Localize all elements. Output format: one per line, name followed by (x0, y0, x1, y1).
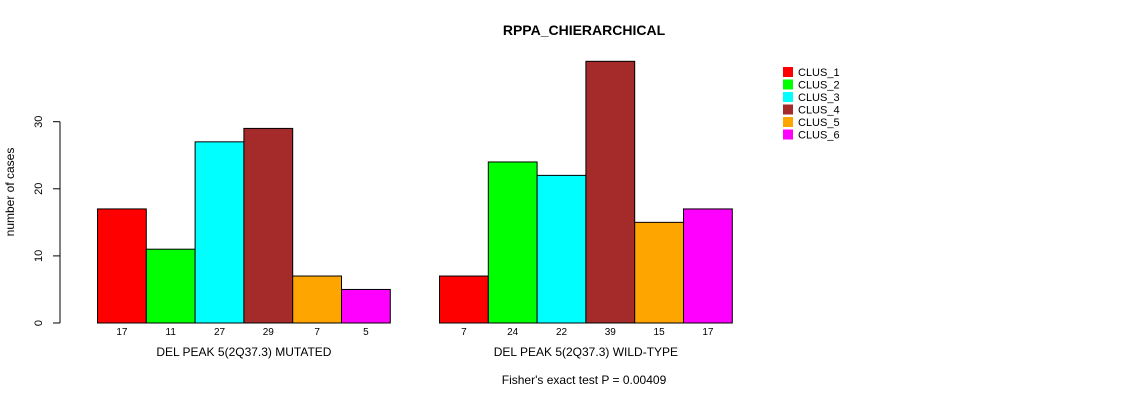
bar-clus-3 (194, 141, 245, 324)
bar-count-label: 17 (116, 327, 128, 338)
group-label: DEL PEAK 5(2Q37.3) MUTATED (156, 345, 331, 359)
bar-clus-1 (439, 275, 489, 324)
bar-clus-2 (145, 248, 196, 324)
bar-count-label: 22 (556, 327, 568, 338)
bar-count-label: 15 (654, 327, 666, 338)
y-tick-label: 30 (33, 116, 45, 128)
bar-count-label: 17 (702, 327, 714, 338)
fisher-test-note: Fisher's exact test P = 0.00409 (502, 373, 667, 387)
legend-swatch (783, 117, 793, 127)
legend-swatch (783, 129, 793, 140)
legend-swatch (783, 92, 793, 102)
y-tick-label: 0 (33, 320, 45, 326)
bar-clus-6 (683, 208, 733, 324)
chart-title: RPPA_CHIERARCHICAL (503, 22, 666, 38)
legend-label: CLUS_5 (798, 117, 840, 129)
legend-label: CLUS_3 (798, 92, 840, 104)
bar-count-label: 11 (166, 327, 177, 338)
legend-label: CLUS_6 (798, 130, 840, 142)
y-axis: 0 10 20 30 (33, 116, 61, 326)
bar-count-label: 24 (507, 327, 519, 338)
bar-count-label: 39 (605, 327, 617, 338)
bar-clus-4 (585, 60, 636, 324)
group-labels: DEL PEAK 5(2Q37.3) MUTATED DEL PEAK 5(2Q3… (156, 345, 678, 359)
legend-label: CLUS_2 (798, 80, 840, 92)
bar-count-label: 7 (461, 327, 467, 338)
bars-layer (97, 60, 733, 324)
legend-swatch (783, 67, 793, 77)
y-tick-label: 20 (33, 183, 45, 195)
bar-clus-4 (243, 127, 294, 324)
legend-swatch (783, 104, 793, 115)
bar-clus-5 (292, 275, 343, 324)
bar-clus-1 (97, 208, 147, 324)
bar-count-label: 29 (263, 327, 275, 338)
bar-clus-5 (634, 221, 685, 324)
bar-count-label: 27 (214, 327, 226, 338)
group-label: DEL PEAK 5(2Q37.3) WILD-TYPE (494, 345, 678, 359)
legend-swatch (783, 79, 793, 90)
bar-count-label: 5 (363, 327, 369, 338)
bar-clus-2 (487, 161, 538, 324)
y-axis-label: number of cases (3, 148, 17, 237)
count-labels: 17 11 27 29 7 5 7 24 22 39 15 17 (116, 327, 714, 338)
y-tick-label: 10 (33, 250, 45, 262)
legend-label: CLUS_4 (798, 105, 840, 117)
bar-count-label: 7 (314, 327, 320, 338)
bar-clus-6 (341, 288, 391, 324)
bar-clus-3 (536, 174, 587, 324)
legend-label: CLUS_1 (798, 67, 840, 79)
